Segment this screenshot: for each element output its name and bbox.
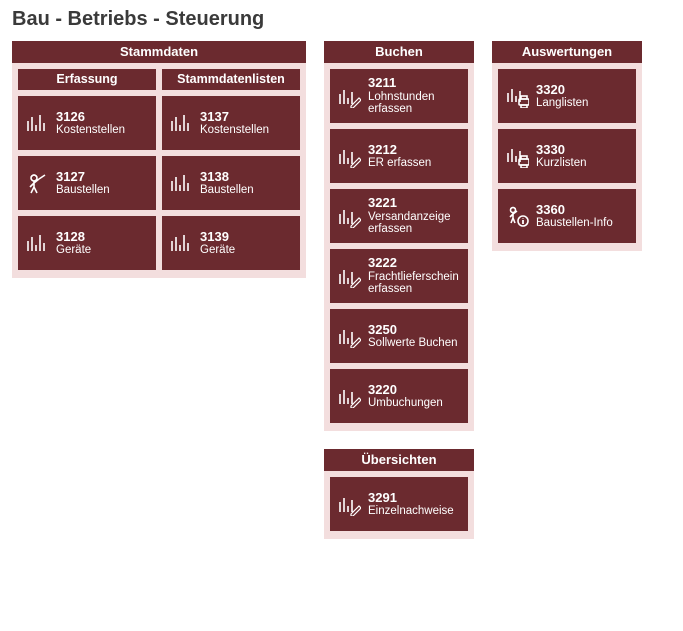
menu-tile-3330[interactable]: 3330Kurzlisten [498, 129, 636, 183]
tile-label: ER erfassen [368, 157, 431, 170]
bars-icon [24, 230, 50, 256]
bars-print-icon [504, 143, 530, 169]
sub-header-listen: Stammdatenlisten [162, 69, 300, 90]
panel-stammdaten: Stammdaten Erfassung 3126Kostenstellen31… [12, 41, 306, 278]
panel-header-auswertungen: Auswertungen [492, 41, 642, 63]
panel-header-uebersichten: Übersichten [324, 449, 474, 471]
tile-code: 3220 [368, 383, 443, 397]
bars-edit-icon [336, 263, 362, 289]
page-title: Bau - Betriebs - Steuerung [12, 8, 671, 31]
subcol-listen: Stammdatenlisten 3137Kostenstellen 3138Ba… [162, 69, 300, 270]
tile-code: 3138 [200, 170, 254, 184]
tile-label: Versandanzeige erfassen [368, 211, 462, 236]
tile-label: Kurzlisten [536, 157, 587, 170]
menu-tile-3138[interactable]: 3138Baustellen [162, 156, 300, 210]
tile-label: Umbuchungen [368, 397, 443, 410]
tile-label: Kostenstellen [56, 124, 125, 137]
menu-tile-3222[interactable]: 3222Frachtlieferschein erfassen [330, 249, 468, 303]
tile-label: Baustellen [56, 184, 110, 197]
tile-label: Frachtlieferschein erfassen [368, 271, 462, 296]
menu-tile-3126[interactable]: 3126Kostenstellen [18, 96, 156, 150]
tile-label: Einzelnachweise [368, 505, 454, 518]
tile-code: 3291 [368, 491, 454, 505]
bars-icon [24, 110, 50, 136]
panel-header-buchen: Buchen [324, 41, 474, 63]
menu-tile-3221[interactable]: 3221Versandanzeige erfassen [330, 189, 468, 243]
worker-info-icon [504, 203, 530, 229]
tile-code: 3211 [368, 76, 462, 90]
bars-icon [168, 170, 194, 196]
tile-label: Lohnstunden erfassen [368, 91, 462, 116]
bars-icon [168, 110, 194, 136]
tile-code: 3250 [368, 323, 458, 337]
tile-label: Langlisten [536, 97, 588, 110]
subcol-erfassung: Erfassung 3126Kostenstellen 3127Baustelle… [18, 69, 156, 270]
tile-label: Baustellen-Info [536, 217, 613, 230]
menu-tile-3211[interactable]: 3211Lohnstunden erfassen [330, 69, 468, 123]
tile-label: Geräte [200, 244, 235, 257]
tile-code: 3212 [368, 143, 431, 157]
bars-print-icon [504, 83, 530, 109]
tile-code: 3330 [536, 143, 587, 157]
col-buchen: Buchen 3211Lohnstunden erfassen 3212ER er… [324, 41, 474, 539]
bars-edit-icon [336, 323, 362, 349]
bars-edit-icon [336, 83, 362, 109]
tile-code: 3137 [200, 110, 269, 124]
tile-label: Baustellen [200, 184, 254, 197]
tile-code: 3222 [368, 256, 462, 270]
tile-code: 3360 [536, 203, 613, 217]
bars-icon [168, 230, 194, 256]
menu-tile-3128[interactable]: 3128Geräte [18, 216, 156, 270]
tile-code: 3139 [200, 230, 235, 244]
menu-tile-3220[interactable]: 3220Umbuchungen [330, 369, 468, 423]
menu-tile-3320[interactable]: 3320Langlisten [498, 69, 636, 123]
worker-icon [24, 170, 50, 196]
tile-code: 3320 [536, 83, 588, 97]
panel-header-stammdaten: Stammdaten [12, 41, 306, 63]
panel-auswertungen: Auswertungen 3320Langlisten 3330Kurzliste… [492, 41, 642, 251]
sub-header-erfassung: Erfassung [18, 69, 156, 90]
main-layout: Stammdaten Erfassung 3126Kostenstellen31… [12, 41, 671, 539]
tile-code: 3128 [56, 230, 91, 244]
menu-tile-3137[interactable]: 3137Kostenstellen [162, 96, 300, 150]
menu-tile-3360[interactable]: 3360Baustellen-Info [498, 189, 636, 243]
menu-tile-3212[interactable]: 3212ER erfassen [330, 129, 468, 183]
tile-code: 3127 [56, 170, 110, 184]
tile-code: 3126 [56, 110, 125, 124]
tile-label: Kostenstellen [200, 124, 269, 137]
col-stammdaten: Stammdaten Erfassung 3126Kostenstellen31… [12, 41, 306, 278]
bars-edit-icon [336, 491, 362, 517]
bars-edit-icon [336, 203, 362, 229]
panel-buchen: Buchen 3211Lohnstunden erfassen 3212ER er… [324, 41, 474, 431]
tile-label: Sollwerte Buchen [368, 337, 458, 350]
menu-tile-3139[interactable]: 3139Geräte [162, 216, 300, 270]
bars-edit-icon [336, 143, 362, 169]
panel-uebersichten: Übersichten 3291Einzelnachweise [324, 449, 474, 539]
tile-label: Geräte [56, 244, 91, 257]
bars-edit-icon [336, 383, 362, 409]
menu-tile-3291[interactable]: 3291Einzelnachweise [330, 477, 468, 531]
col-auswertungen: Auswertungen 3320Langlisten 3330Kurzliste… [492, 41, 642, 251]
menu-tile-3250[interactable]: 3250Sollwerte Buchen [330, 309, 468, 363]
menu-tile-3127[interactable]: 3127Baustellen [18, 156, 156, 210]
tile-code: 3221 [368, 196, 462, 210]
